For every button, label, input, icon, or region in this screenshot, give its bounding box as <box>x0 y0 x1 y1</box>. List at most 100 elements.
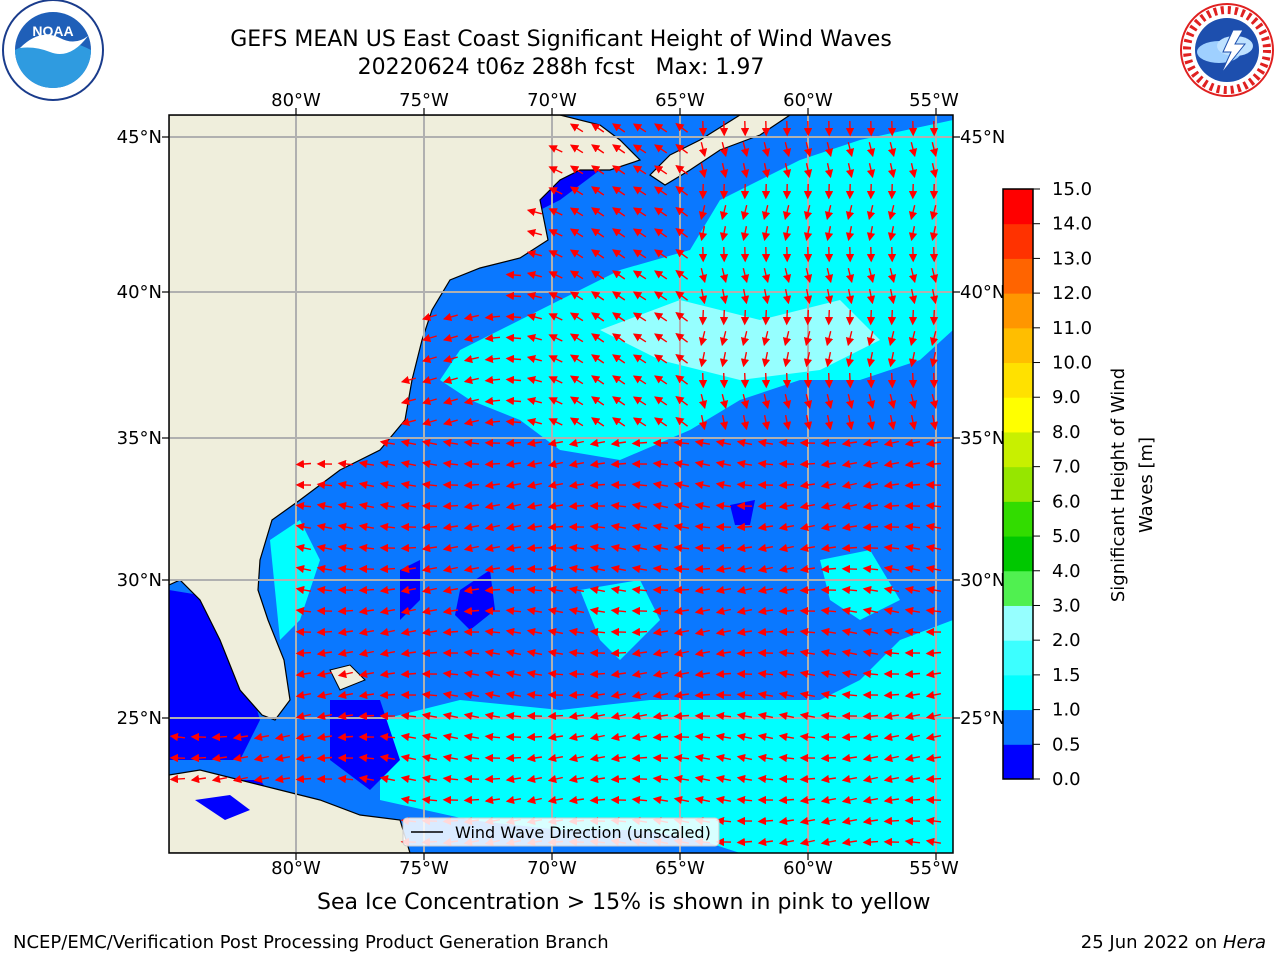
wind-wave-arrow <box>505 438 522 448</box>
wind-wave-arrow <box>589 522 606 532</box>
wind-wave-arrow <box>694 606 711 616</box>
colorbar-swatch <box>1003 570 1033 606</box>
wind-wave-arrow <box>316 690 332 700</box>
wind-wave-arrow <box>736 627 753 637</box>
wind-wave-arrow <box>654 291 668 301</box>
wind-wave-arrow <box>698 394 708 410</box>
wind-wave-arrow <box>799 501 816 511</box>
wind-wave-arrow <box>548 418 563 426</box>
wind-wave-arrow <box>824 163 834 179</box>
wind-wave-arrow <box>803 163 813 179</box>
wind-wave-arrow <box>862 732 879 742</box>
wind-wave-arrow <box>610 522 627 532</box>
wind-wave-arrow <box>505 501 521 511</box>
wind-wave-arrow <box>526 249 542 259</box>
wind-wave-arrow <box>337 459 354 469</box>
wind-wave-arrow <box>421 396 437 406</box>
wind-wave-arrow <box>719 331 729 347</box>
wind-wave-arrow <box>698 163 708 179</box>
wind-wave-arrow <box>526 459 543 469</box>
wind-wave-arrow <box>505 669 522 679</box>
wind-wave-arrow <box>862 606 879 616</box>
colorbar-tick-label: 1.5 <box>1052 665 1081 686</box>
wind-wave-arrow <box>463 669 480 679</box>
colorbar-tick-label: 6.0 <box>1052 491 1081 512</box>
wind-wave-arrow <box>484 711 501 721</box>
wind-wave-arrow <box>463 522 480 532</box>
wind-wave-arrow <box>547 753 564 763</box>
wind-wave-arrow <box>782 414 792 431</box>
wind-wave-arrow <box>778 564 795 574</box>
wind-wave-arrow <box>841 438 858 448</box>
wind-wave-arrow <box>908 226 918 242</box>
wind-wave-arrow <box>400 375 416 385</box>
wind-wave-arrow <box>782 288 792 305</box>
wind-wave-arrow <box>547 627 564 637</box>
wind-wave-arrow <box>782 372 792 389</box>
wind-wave-arrow <box>589 669 606 679</box>
wind-wave-arrow <box>316 648 333 658</box>
wind-wave-arrow <box>421 522 438 532</box>
wind-wave-arrow <box>400 585 417 595</box>
wind-wave-arrow <box>799 564 816 574</box>
wind-wave-arrow <box>569 291 584 301</box>
wind-wave-arrow <box>612 123 626 133</box>
wind-wave-arrow <box>442 585 459 595</box>
wind-wave-arrow <box>908 309 918 326</box>
wind-wave-arrow <box>526 522 543 532</box>
wind-wave-arrow <box>337 522 354 532</box>
wind-wave-arrow <box>547 711 564 721</box>
wind-wave-arrow <box>632 312 647 322</box>
wind-wave-arrow <box>568 732 585 742</box>
wind-wave-arrow <box>845 331 855 347</box>
wind-wave-arrow <box>631 753 648 763</box>
wind-wave-arrow <box>547 501 564 511</box>
wind-wave-arrow <box>484 459 501 469</box>
colorbar-swatch <box>1003 744 1033 780</box>
wind-wave-arrow <box>358 774 375 784</box>
wind-wave-arrow <box>547 669 564 679</box>
wind-wave-arrow <box>548 187 563 195</box>
wind-wave-arrow <box>862 501 879 511</box>
wind-wave-arrow <box>274 753 291 763</box>
wind-wave-arrow <box>421 417 437 427</box>
wind-wave-arrow <box>505 312 522 322</box>
wind-wave-arrow <box>632 354 647 364</box>
wind-wave-arrow <box>883 627 900 637</box>
wind-wave-arrow <box>400 459 417 469</box>
colorbar-swatch <box>1003 605 1033 641</box>
wind-wave-arrow <box>568 648 585 658</box>
wind-wave-arrow <box>715 648 732 658</box>
wind-wave-arrow <box>673 438 690 448</box>
wind-wave-arrow <box>673 774 690 784</box>
wind-wave-arrow <box>883 564 900 574</box>
wind-wave-arrow <box>463 648 480 658</box>
wind-wave-arrow <box>887 268 897 284</box>
wind-wave-arrow <box>694 501 711 511</box>
wind-wave-arrow <box>568 459 585 469</box>
wind-wave-arrow <box>358 690 375 700</box>
colorbar-swatch <box>1003 536 1033 572</box>
wind-wave-arrow <box>421 711 438 721</box>
wind-wave-arrow <box>782 394 792 410</box>
wind-wave-arrow <box>883 795 900 805</box>
wind-wave-arrow <box>548 229 563 237</box>
wind-wave-arrow <box>820 627 837 637</box>
wind-wave-arrow <box>673 711 690 721</box>
branch-credit: NCEP/EMC/Verification Post Processing Pr… <box>13 932 609 953</box>
wind-wave-arrow <box>610 774 627 784</box>
wind-wave-arrow <box>612 291 626 301</box>
wind-wave-arrow <box>820 711 837 721</box>
wind-wave-arrow <box>612 165 626 175</box>
wind-wave-arrow <box>929 226 939 242</box>
wind-wave-arrow <box>841 774 858 784</box>
wind-wave-arrow <box>715 753 732 763</box>
wind-wave-arrow <box>463 711 480 721</box>
ice-note: Sea Ice Concentration > 15% is shown in … <box>317 890 931 915</box>
wind-wave-arrow <box>820 753 837 763</box>
wind-wave-arrow <box>589 732 605 742</box>
wind-wave-arrow <box>463 732 480 742</box>
wind-wave-arrow <box>698 226 708 242</box>
wind-wave-arrow <box>505 753 522 763</box>
wind-wave-arrow <box>505 459 522 469</box>
